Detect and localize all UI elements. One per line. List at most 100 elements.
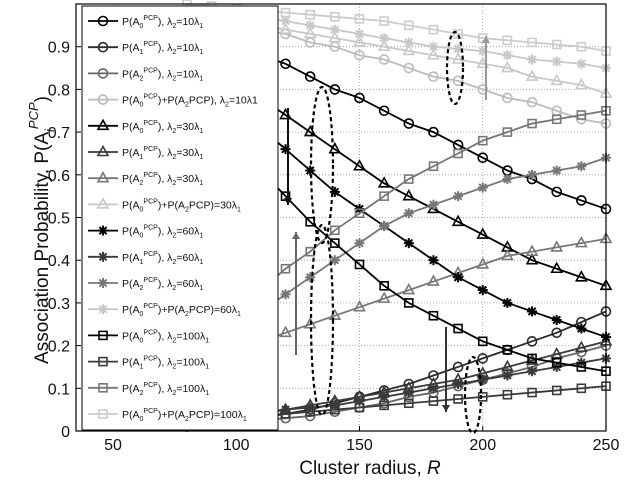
x-tick-label: 200 <box>469 437 496 454</box>
data-point <box>502 389 513 400</box>
annotation-ellipse <box>309 85 335 245</box>
data-point <box>502 35 513 46</box>
x-axis-label: Cluster radius, R <box>299 458 441 479</box>
data-point <box>377 39 391 51</box>
data-point <box>527 306 538 317</box>
data-point <box>403 118 415 129</box>
data-point <box>428 24 439 35</box>
annotation-ellipse <box>445 30 465 106</box>
data-point <box>303 124 317 137</box>
data-point <box>550 240 564 252</box>
legend-label: P(A1PCP), λ2=60λ1 <box>122 251 203 266</box>
data-point <box>427 274 440 286</box>
data-point <box>354 259 365 270</box>
data-point <box>576 323 587 334</box>
data-point <box>476 257 490 269</box>
data-point <box>402 189 416 201</box>
legend-item: P(A2PCP), λ2=10λ1 <box>88 67 203 82</box>
data-point <box>453 148 463 159</box>
data-point <box>305 216 315 227</box>
data-point <box>428 161 439 172</box>
y-tick-label: 0.4 <box>48 253 70 270</box>
data-point <box>526 336 538 347</box>
data-point <box>305 20 316 31</box>
data-point <box>502 345 513 355</box>
arrow-head <box>442 405 450 412</box>
data-point <box>576 195 587 206</box>
data-point <box>453 29 463 39</box>
data-point <box>525 244 539 256</box>
y-tick-label: 0.9 <box>48 40 70 57</box>
legend-label: P(A1PCP), λ2=100λ1 <box>122 356 209 371</box>
data-point <box>453 191 464 202</box>
data-point <box>453 394 463 404</box>
data-point <box>551 165 562 176</box>
data-point <box>330 404 340 415</box>
data-point <box>525 253 539 265</box>
data-point <box>379 33 390 44</box>
data-point <box>379 191 389 201</box>
data-point <box>98 304 108 315</box>
data-point <box>98 278 108 288</box>
annotation-ellipse <box>309 223 335 417</box>
legend-label: P(A0PCP)+P(A2PCP)=60λ1 <box>122 303 241 318</box>
y-tick-label: 0.1 <box>48 381 70 398</box>
data-point <box>330 225 340 236</box>
data-point <box>502 297 513 308</box>
data-point <box>305 272 316 283</box>
data-point <box>451 214 465 227</box>
data-point <box>502 50 513 61</box>
legend-item: P(A2PCP), λ2=100λ1 <box>88 382 209 397</box>
legend-label: P(A2PCP), λ2=100λ1 <box>122 382 209 397</box>
y-tick-label: 0.8 <box>48 82 70 99</box>
data-point <box>354 208 365 219</box>
legend-item: P(A0PCP)+P(A2PCP), λ2=10λ1 <box>88 94 258 109</box>
arrow-head <box>284 198 292 205</box>
data-point <box>576 41 587 52</box>
data-point <box>97 68 109 79</box>
data-point <box>576 110 587 120</box>
data-point <box>453 272 464 283</box>
data-point <box>502 370 513 381</box>
y-tick-label: 0.3 <box>48 296 70 313</box>
data-point <box>453 379 464 390</box>
legend-label: P(A0PCP)+P(A2PCP)=30λ1 <box>122 198 241 213</box>
data-point <box>329 24 340 35</box>
legend-item: P(A0PCP), λ2=100λ1 <box>88 329 209 344</box>
data-point <box>354 28 365 39</box>
data-point <box>527 366 538 377</box>
y-tick-label: 0.2 <box>48 339 70 356</box>
data-point <box>353 35 366 47</box>
legend-label: P(A0PCP), λ2=60λ1 <box>122 225 203 240</box>
y-tick-label: 0.6 <box>48 168 70 185</box>
data-point <box>98 409 108 419</box>
annotation-ellipse <box>463 355 483 435</box>
data-point <box>525 69 539 81</box>
data-point <box>98 330 108 341</box>
data-point <box>551 327 562 339</box>
data-point <box>428 310 439 321</box>
legend-item: P(A0PCP)+P(A2PCP)=60λ1 <box>88 303 241 318</box>
data-point <box>280 16 291 27</box>
data-point <box>305 9 315 20</box>
data-point <box>403 20 414 31</box>
data-point <box>305 406 315 417</box>
data-point <box>96 171 110 183</box>
data-point <box>551 114 562 125</box>
y-tick-label: 0 <box>61 424 70 441</box>
annotation-layer <box>284 30 490 435</box>
data-point <box>551 186 562 198</box>
data-point <box>403 174 414 184</box>
data-point <box>452 75 464 87</box>
data-point <box>428 199 439 210</box>
legend-label: P(A0PCP), λ2=30λ1 <box>122 120 203 135</box>
data-point <box>451 52 465 64</box>
data-point <box>280 289 291 300</box>
data-point <box>551 314 562 325</box>
data-point <box>428 255 439 266</box>
data-point <box>576 58 587 69</box>
data-point <box>427 48 440 60</box>
data-point <box>526 96 538 108</box>
